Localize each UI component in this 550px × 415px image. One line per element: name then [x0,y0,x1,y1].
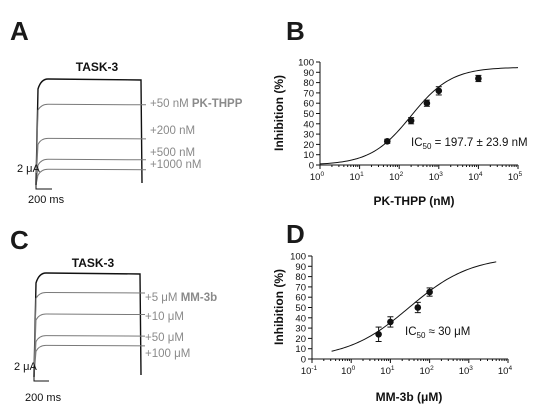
panel-c-label-1: +5 μM MM-3b [145,292,217,304]
panel-b-ic50-annotation: IC50 = 197.7 ± 23.9 nM [411,137,528,151]
data-point [435,87,443,95]
panel-a-trace-labels: +50 nM PK-THPP +200 nM +500 nM +1000 nM [150,98,243,171]
y-tick-label: 20 [303,140,314,151]
drug-trace-2 [33,313,146,378]
panel-d-ic50-annotation: IC50 ≈ 30 μM [405,326,470,340]
data-point [407,117,415,125]
x-tick-label: 105 [508,171,523,183]
drug-trace-4 [35,168,147,186]
panel-b-chart: B Inhibition (%) PK-THPP (nM) IC50 = 197… [272,16,528,208]
x-tick-label: 10-1 [301,365,318,377]
data-point [475,75,482,82]
control-trace [33,272,142,378]
drug-trace-1 [35,103,147,186]
drug-trace-4 [33,344,146,378]
data-point [375,330,382,338]
y-tick-label: 50 [303,109,314,120]
y-tick-label: 50 [295,303,306,314]
panel-c-trace-group [33,272,146,378]
panel-letter-b: B [286,16,305,46]
x-tick-label: 102 [419,365,434,377]
panel-c-scale-time: 200 ms [25,392,62,404]
data-point [414,304,422,311]
drug-trace-2 [35,137,147,186]
panel-a-label-2: +200 nM [150,125,195,137]
panel-b-x-axis-title: PK-THPP (nM) [373,194,454,208]
fit-curve [331,261,497,352]
panel-a-label-3: +500 nM [150,147,195,159]
panel-a-trace-group [35,78,147,186]
y-tick-label: 0 [309,161,314,172]
y-tick-label: 70 [303,88,314,99]
x-tick-label: 101 [349,171,364,183]
panel-letter-a: A [10,16,29,46]
data-point [387,318,394,326]
panel-a-scale-bar: 2 μA 200 ms [17,163,65,206]
y-tick-label: 90 [295,262,306,273]
y-tick-label: 60 [295,293,306,304]
panel-c-label-3: +50 μM [145,332,184,344]
data-point [383,138,391,145]
panel-a-label-1: +50 nM PK-THPP [150,98,243,110]
panel-c-traces: C TASK-3 +5 μM MM-3b +10 μM +50 μM +100 … [10,225,217,404]
y-tick-label: 60 [303,99,314,110]
x-tick-label: 103 [459,365,474,377]
y-tick-label: 80 [303,78,314,89]
y-tick-label: 10 [303,150,314,161]
y-tick-label: 10 [295,344,306,355]
panel-d-y-axis-title: Inhibition (%) [272,269,286,345]
panel-c-title: TASK-3 [72,256,115,270]
panel-a-traces: A TASK-3 +50 nM PK-THPP +200 nM +500 nM … [10,16,243,206]
y-tick-label: 90 [303,68,314,79]
fit-curve [319,67,519,165]
y-tick-label: 20 [295,334,306,345]
x-tick-label: 103 [429,171,444,183]
y-tick-label: 40 [303,119,314,130]
panel-c-label-4: +100 μM [145,348,190,360]
panel-c-scale-bar: 2 μA 200 ms [14,361,62,404]
panel-c-label-2: +10 μM [145,311,184,323]
drug-trace-3 [33,335,146,378]
panel-c-trace-labels: +5 μM MM-3b +10 μM +50 μM +100 μM [145,292,217,360]
panel-c-scale-current: 2 μA [14,361,38,373]
panel-c-scale-lines [33,366,49,382]
panel-d-chart: D Inhibition (%) MM-3b (μM) IC50 ≈ 30 μM… [272,219,512,404]
panel-a-scale-time: 200 ms [28,194,65,206]
y-tick-label: 70 [295,282,306,293]
y-tick-label: 100 [298,58,314,69]
data-point [423,99,431,107]
panel-letter-c: C [10,225,29,255]
panel-b-y-axis-title: Inhibition (%) [272,75,286,151]
panel-letter-d: D [286,219,305,249]
y-tick-label: 80 [295,272,306,283]
panel-d-x-axis-title: MM-3b (μM) [376,390,443,404]
x-tick-label: 100 [341,365,356,377]
y-tick-label: 30 [295,324,306,335]
panel-a-scale-current: 2 μA [17,163,41,175]
y-tick-label: 40 [295,313,306,324]
y-tick-label: 0 [301,355,306,366]
panel-a-title: TASK-3 [76,60,119,74]
y-tick-label: 30 [303,130,314,141]
panel-a-label-4: +1000 nM [150,159,201,171]
x-tick-label: 104 [498,365,513,377]
y-tick-label: 100 [290,252,306,263]
x-tick-label: 100 [310,171,325,183]
panel-a-scale-lines [35,173,52,190]
x-tick-label: 101 [380,365,395,377]
x-tick-label: 104 [468,171,483,183]
control-trace [35,78,143,186]
x-tick-label: 102 [389,171,404,183]
drug-trace-3 [35,158,147,186]
drug-trace-1 [33,291,146,378]
data-point [426,288,433,296]
